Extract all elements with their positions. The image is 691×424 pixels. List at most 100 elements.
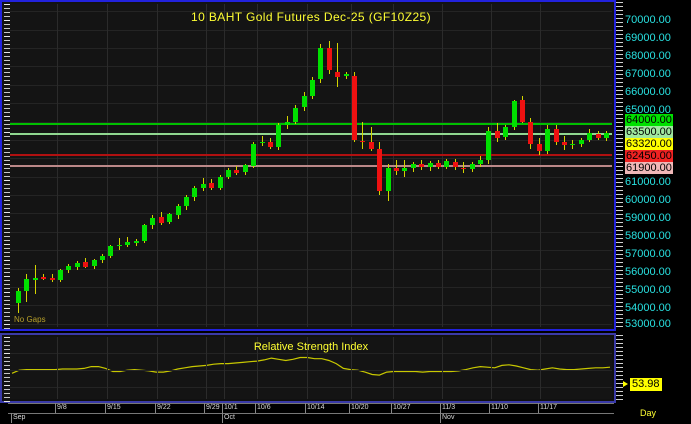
price-axis-label: 65000.00: [625, 104, 671, 116]
candle[interactable]: [444, 4, 450, 327]
candle[interactable]: [108, 4, 114, 327]
candle[interactable]: [419, 4, 425, 327]
candle[interactable]: [301, 4, 307, 327]
candle[interactable]: [587, 4, 593, 327]
candle-body: [528, 121, 534, 144]
candle[interactable]: [100, 4, 105, 327]
candle[interactable]: [452, 4, 458, 327]
candle[interactable]: [58, 4, 63, 327]
candle[interactable]: [436, 4, 441, 327]
candle[interactable]: [74, 4, 80, 327]
candle-body: [326, 48, 332, 71]
date-axis[interactable]: 9/8 9/15 9/22 9/29 10/1 10/6 10/14 10/20 10/27 11…: [0, 403, 616, 423]
date-tick: [489, 403, 490, 413]
candle[interactable]: [553, 4, 559, 327]
candle[interactable]: [578, 4, 584, 327]
candle[interactable]: [83, 4, 89, 327]
candle[interactable]: [469, 4, 475, 327]
date-tick: [204, 403, 205, 413]
candle[interactable]: [175, 4, 181, 327]
price-axis-label: 58000.00: [625, 230, 671, 242]
candle[interactable]: [24, 4, 30, 327]
candle[interactable]: [209, 4, 215, 327]
candle[interactable]: [259, 4, 265, 327]
price-chart-pane[interactable]: 10 BAHT Gold Futures Dec-25 (GF10Z25) No…: [0, 0, 616, 331]
candle[interactable]: [116, 4, 122, 327]
candle[interactable]: [536, 4, 542, 327]
candle[interactable]: [32, 4, 38, 327]
rsi-pane[interactable]: Relative Strength Index: [0, 333, 616, 403]
candle[interactable]: [494, 4, 500, 327]
candle[interactable]: [150, 4, 156, 327]
candle[interactable]: [486, 4, 492, 327]
price-plot-area[interactable]: 10 BAHT Gold Futures Dec-25 (GF10Z25) No…: [10, 4, 612, 327]
candle[interactable]: [335, 4, 341, 327]
candle[interactable]: [461, 4, 467, 327]
candle[interactable]: [604, 4, 609, 327]
price-line-support-upper[interactable]: [10, 154, 612, 156]
candle[interactable]: [200, 4, 206, 327]
rsi-plot-area[interactable]: Relative Strength Index: [10, 337, 612, 399]
candle[interactable]: [410, 4, 416, 327]
candle[interactable]: [217, 4, 223, 327]
candle-body: [192, 187, 198, 197]
candle[interactable]: [595, 4, 601, 327]
candle[interactable]: [545, 4, 551, 327]
candle-body: [125, 241, 131, 245]
candle[interactable]: [503, 4, 509, 327]
candle[interactable]: [133, 4, 139, 327]
candle[interactable]: [234, 4, 240, 327]
candle[interactable]: [41, 4, 47, 327]
candle-wick: [396, 160, 397, 175]
candle[interactable]: [310, 4, 315, 327]
candle[interactable]: [318, 4, 324, 327]
candle[interactable]: [478, 4, 483, 327]
candle[interactable]: [394, 4, 399, 327]
candle[interactable]: [368, 4, 374, 327]
candle[interactable]: [570, 4, 576, 327]
interval-label[interactable]: Day: [640, 408, 657, 418]
candle[interactable]: [66, 4, 72, 327]
candle[interactable]: [528, 4, 534, 327]
month-tick: [222, 413, 223, 423]
rsi-axis[interactable]: 53.98: [616, 333, 691, 403]
candle[interactable]: [91, 4, 97, 327]
candle[interactable]: [276, 4, 282, 327]
candle[interactable]: [562, 4, 567, 327]
candle-body: [352, 75, 357, 140]
candle[interactable]: [251, 4, 257, 327]
rsi-value-marker-icon: [623, 381, 628, 387]
candle[interactable]: [511, 4, 517, 327]
candle[interactable]: [125, 4, 131, 327]
candle[interactable]: [377, 4, 383, 327]
candle[interactable]: [427, 4, 433, 327]
candle[interactable]: [284, 4, 290, 327]
candle-body: [16, 290, 21, 304]
price-axis[interactable]: 70000.00 69000.00 68000.00 67000.00 66000.00…: [616, 0, 691, 331]
candle[interactable]: [520, 4, 525, 327]
candle[interactable]: [242, 4, 248, 327]
price-line-resistance-lower[interactable]: [10, 133, 612, 135]
candle[interactable]: [326, 4, 332, 327]
candle-body: [419, 163, 425, 168]
candle[interactable]: [343, 4, 349, 327]
candle-body: [452, 161, 458, 168]
candle[interactable]: [16, 4, 21, 327]
candle-body: [226, 170, 231, 177]
candle[interactable]: [142, 4, 147, 327]
price-line-support-lower[interactable]: [10, 165, 612, 167]
candle[interactable]: [167, 4, 173, 327]
candle[interactable]: [293, 4, 299, 327]
candle[interactable]: [158, 4, 164, 327]
candle[interactable]: [268, 4, 273, 327]
price-axis-label: 56000.00: [625, 266, 671, 278]
candle[interactable]: [402, 4, 408, 327]
candle[interactable]: [360, 4, 366, 327]
candle[interactable]: [192, 4, 198, 327]
candle[interactable]: [226, 4, 231, 327]
price-line-resistance-upper[interactable]: [10, 123, 612, 125]
candle[interactable]: [385, 4, 391, 327]
candle[interactable]: [49, 4, 55, 327]
candle[interactable]: [352, 4, 357, 327]
candle[interactable]: [184, 4, 189, 327]
